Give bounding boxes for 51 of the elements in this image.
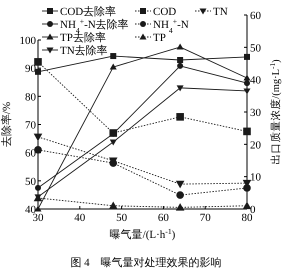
point bbox=[244, 74, 250, 81]
point bbox=[110, 53, 116, 60]
y2-tick-label: 20 bbox=[250, 139, 262, 152]
point bbox=[108, 201, 118, 210]
y-tick-label: 100 bbox=[20, 35, 36, 47]
point bbox=[244, 88, 250, 94]
y-tick-label: 80 bbox=[25, 91, 36, 104]
point bbox=[177, 57, 184, 63]
point bbox=[176, 203, 184, 211]
point bbox=[176, 85, 184, 92]
legend-label: COD去除率 bbox=[60, 5, 116, 18]
point bbox=[176, 44, 184, 50]
y2-tick-label: 30 bbox=[250, 107, 262, 119]
y2-tick-label: 10 bbox=[250, 172, 262, 184]
x-tick-label: 80 bbox=[242, 212, 253, 224]
point bbox=[176, 113, 184, 121]
point bbox=[110, 64, 117, 70]
caption: 图 4 曝气量对处理效果的影响 bbox=[70, 256, 222, 269]
legend-label: TN bbox=[213, 6, 228, 18]
legend-label: TP bbox=[153, 32, 166, 44]
y2-tick-label: 0 bbox=[250, 204, 256, 216]
point bbox=[34, 58, 42, 66]
x-tick-label: 50 bbox=[116, 212, 128, 224]
point bbox=[177, 62, 184, 69]
legend-label: COD bbox=[153, 6, 176, 18]
legend-label: NH$_{4}$$^{+}$-N bbox=[153, 16, 189, 34]
y-tick-label: 70 bbox=[25, 120, 36, 132]
x-axis-title: 曝气量/(L·h$^{-1}$) bbox=[110, 226, 176, 241]
point bbox=[35, 184, 41, 191]
y2-tick-label: 60 bbox=[250, 10, 262, 22]
x-tick-label: 40 bbox=[74, 212, 86, 224]
y-tick-label: 60 bbox=[25, 148, 36, 160]
point bbox=[176, 180, 184, 188]
x-tick-label: 70 bbox=[200, 212, 212, 224]
y2-tick-label: 40 bbox=[250, 74, 262, 87]
x-tick-label: 30 bbox=[32, 212, 44, 224]
x-tick-label: 60 bbox=[158, 212, 170, 224]
point bbox=[244, 80, 250, 86]
point bbox=[110, 139, 117, 146]
point bbox=[243, 184, 251, 192]
y-tick-label: 50 bbox=[25, 176, 36, 188]
y-tick-label: 90 bbox=[25, 63, 36, 76]
point bbox=[34, 134, 42, 142]
point bbox=[242, 201, 252, 210]
y-axis-title: 去除率/% bbox=[0, 102, 13, 148]
y2-tick-label: 50 bbox=[250, 42, 262, 54]
point bbox=[244, 54, 250, 60]
point bbox=[35, 68, 41, 75]
point bbox=[176, 191, 184, 199]
point bbox=[243, 128, 251, 136]
legend-label: TN去除率 bbox=[60, 44, 108, 57]
